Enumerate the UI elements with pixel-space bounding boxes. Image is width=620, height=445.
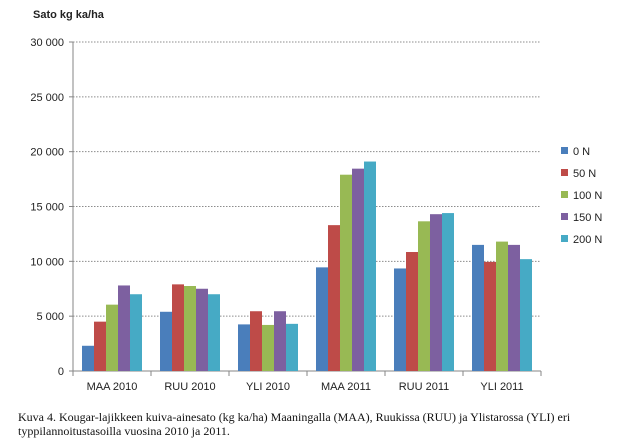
bar	[82, 345, 94, 371]
bar	[484, 261, 496, 371]
legend-swatch	[561, 213, 568, 220]
bar	[430, 214, 442, 371]
bar	[496, 241, 508, 371]
x-tick-label: YLI 2011	[480, 381, 523, 393]
bar	[250, 311, 262, 371]
bar	[172, 284, 184, 371]
bar	[340, 174, 352, 371]
bar	[160, 311, 172, 371]
y-tick-label: 20 000	[30, 147, 64, 159]
y-tick-label: 30 000	[30, 37, 64, 49]
legend-label: 50 N	[573, 168, 596, 180]
y-tick-label: 10 000	[30, 256, 64, 268]
legend-swatch	[561, 147, 568, 154]
x-tick-label: MAA 2010	[87, 381, 138, 393]
caption-line-1: Kuva 4. Kougar-lajikkeen kuiva-ainesato …	[18, 410, 571, 424]
bar-chart: 0 5 000 10 000 15 000 20 000 25 000 30 000 MAA …	[30, 37, 602, 393]
bar	[184, 286, 196, 371]
bar	[442, 213, 454, 371]
legend-swatch	[561, 169, 568, 176]
legend-label: 100 N	[573, 190, 602, 202]
y-tick-label: 0	[58, 366, 64, 378]
bar	[364, 161, 376, 371]
bar	[520, 259, 532, 371]
bar	[472, 244, 484, 371]
bar	[94, 321, 106, 371]
y-tick-label: 15 000	[30, 202, 64, 214]
legend-label: 150 N	[573, 212, 602, 224]
x-tick-label: RUU 2011	[399, 381, 450, 393]
bar	[508, 244, 520, 371]
y-axis-title: Sato kg ka/ha	[33, 9, 104, 21]
bar	[406, 252, 418, 371]
bar	[274, 311, 286, 371]
legend-label: 200 N	[573, 234, 602, 246]
chart-area: Sato kg ka/ha 0 5 000 10 000 15 000 20 000 25…	[30, 9, 602, 393]
bar	[286, 323, 298, 371]
x-tick-label: YLI 2010	[246, 381, 290, 393]
legend-swatch	[561, 191, 568, 198]
bar	[196, 288, 208, 371]
bar	[262, 324, 274, 371]
bar	[106, 304, 118, 371]
bar	[130, 294, 142, 371]
bar	[208, 294, 220, 371]
bar	[118, 285, 130, 371]
legend-swatch	[561, 235, 568, 242]
bar	[394, 268, 406, 371]
x-tick-label: RUU 2010	[164, 381, 215, 393]
y-tick-label: 25 000	[30, 92, 64, 104]
bar	[418, 221, 430, 371]
figure-caption: Kuva 4. Kougar-lajikkeen kuiva-ainesato …	[18, 410, 608, 438]
bar	[352, 168, 364, 371]
bar	[238, 324, 250, 371]
bar	[316, 267, 328, 371]
caption-line-2: typpilannoitustasoilla vuosina 2010 ja 2…	[18, 424, 230, 438]
x-tick-label: MAA 2011	[321, 381, 371, 393]
bar	[328, 225, 340, 371]
legend-label: 0 N	[573, 146, 590, 158]
y-tick-label: 5 000	[36, 311, 64, 323]
